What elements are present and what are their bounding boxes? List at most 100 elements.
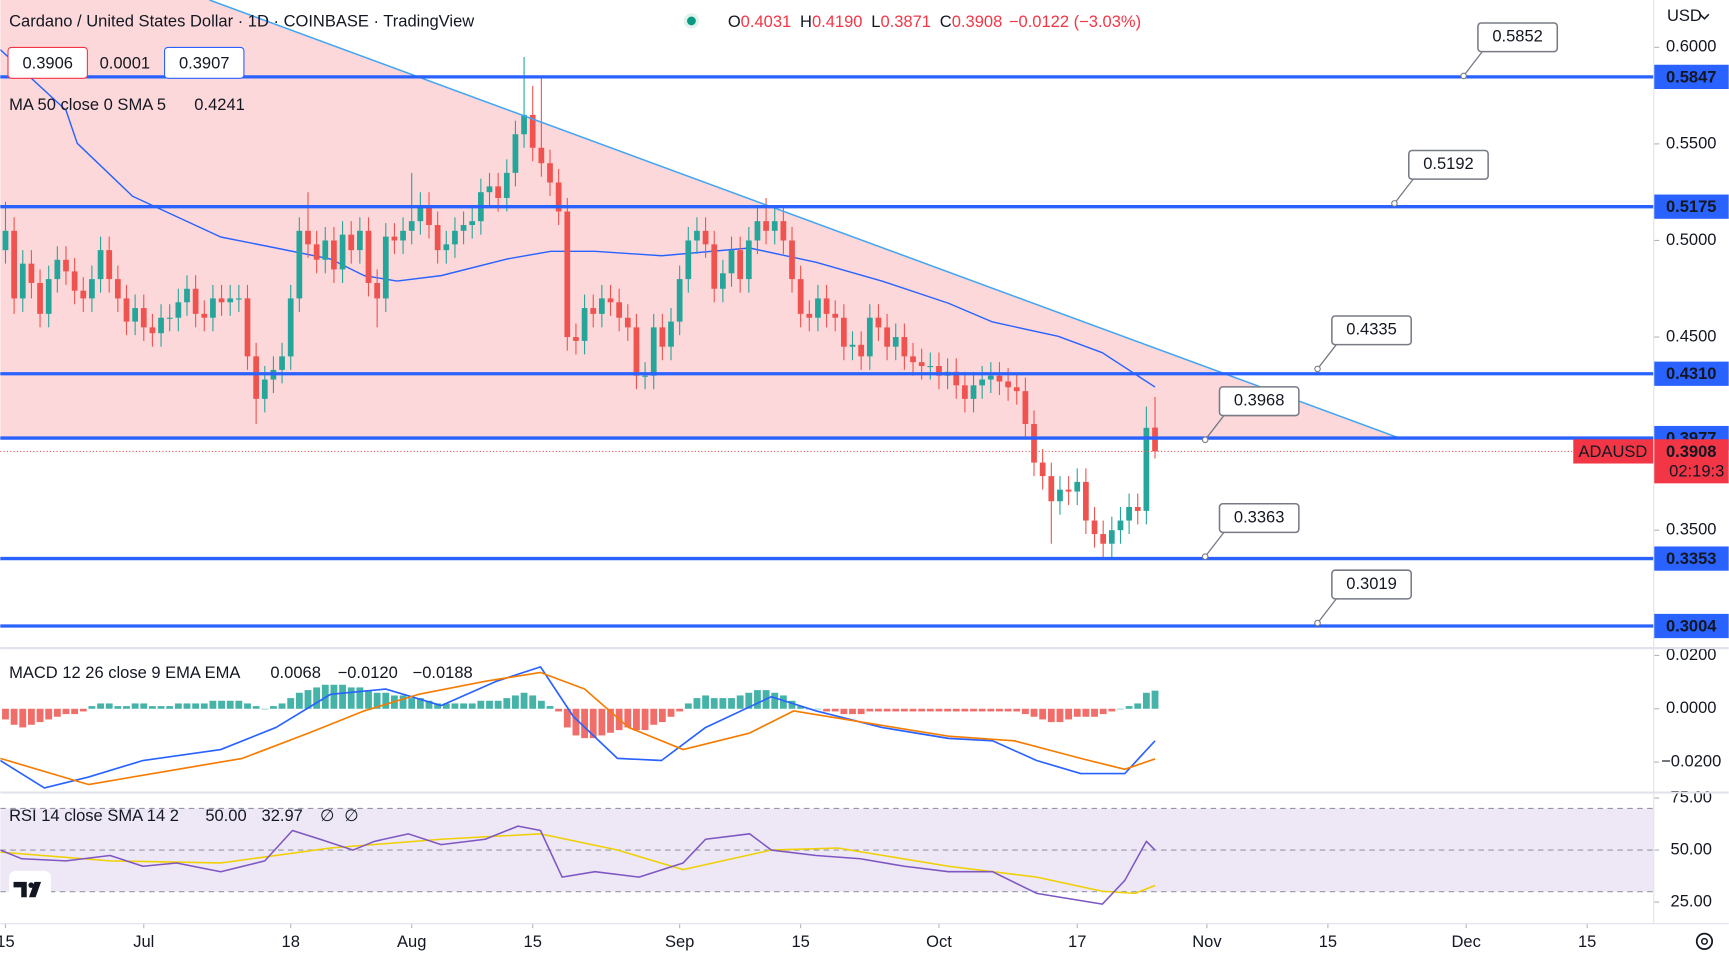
callout-anchor: [1391, 200, 1398, 207]
histogram-bar: [736, 695, 744, 709]
bid: 0.3906: [22, 53, 73, 72]
candle-body: [11, 230, 17, 299]
histogram-bar: [546, 706, 554, 709]
histogram-bar: [45, 708, 53, 720]
callout-box: [1408, 149, 1489, 180]
candle-body: [598, 298, 605, 314]
ask: 0.3907: [179, 53, 230, 72]
callout-leader: [1204, 532, 1225, 558]
candle-body: [918, 362, 925, 367]
candle-body: [564, 211, 571, 338]
y-tick-label: 75.00: [1671, 787, 1712, 806]
candle-body: [1065, 489, 1072, 492]
candle-body: [244, 298, 251, 357]
histogram-bar: [97, 703, 104, 709]
callout-label: 0.3968: [1234, 391, 1285, 410]
histogram-bar: [1047, 708, 1055, 723]
histogram-bar: [529, 695, 537, 709]
histogram-bar: [1021, 708, 1029, 715]
histogram-bar: [1091, 708, 1098, 717]
candle-body: [987, 375, 994, 380]
histogram-bar: [62, 708, 70, 715]
candle-body: [158, 317, 164, 334]
candle-body: [771, 221, 778, 231]
y-tick-label: 0.4500: [1666, 326, 1717, 345]
histogram-bar: [633, 708, 640, 731]
candle-body: [858, 344, 865, 357]
histogram-bar: [131, 703, 139, 709]
candle-body: [1091, 520, 1098, 535]
x-tick-label: 15: [791, 932, 809, 951]
candle-body: [668, 321, 674, 347]
candle-body: [529, 114, 536, 148]
candle-body: [495, 186, 502, 198]
callout-box: [1331, 569, 1412, 600]
candle-body: [685, 240, 692, 280]
candle-body: [469, 221, 476, 226]
macd-line: [0, 666, 1156, 789]
candle-body: [1013, 387, 1020, 392]
candle-body: [1039, 462, 1046, 477]
histogram-bar: [416, 698, 424, 709]
candle-body: [114, 279, 121, 299]
histogram-bar: [788, 700, 796, 709]
countdown: 02:19:3: [1669, 462, 1724, 481]
histogram-bar: [1030, 708, 1038, 717]
histogram-bar: [330, 684, 338, 709]
candle-body: [210, 298, 216, 318]
rsi-line: [0, 833, 1156, 895]
x-tick-label: 15: [524, 932, 542, 951]
y-tick-label: 0.5000: [1666, 230, 1717, 249]
x-tick-label: Aug: [397, 932, 426, 951]
candle-body: [728, 250, 735, 274]
histogram-bar: [494, 700, 502, 709]
tv-logo[interactable]: [9, 870, 52, 904]
histogram-bar: [840, 708, 848, 715]
callout-leader: [1317, 344, 1337, 370]
x-tick-label: 18: [282, 932, 300, 951]
currency-dropdown-arrow[interactable]: [1699, 13, 1710, 20]
candle-body: [460, 225, 467, 231]
level-label: 0.5175: [1666, 197, 1717, 216]
ohlc-key: H: [800, 13, 812, 32]
candle-body: [417, 205, 424, 222]
candle-body: [642, 375, 648, 377]
candle-body: [279, 356, 285, 370]
ohlc-key: O: [728, 13, 741, 32]
histogram-bar: [693, 698, 701, 709]
candle-body: [89, 279, 95, 299]
candle-body: [434, 225, 441, 251]
histogram-bar: [226, 700, 234, 709]
histogram-bar: [676, 708, 684, 712]
histogram-bar: [1039, 708, 1047, 720]
histogram-bar: [719, 698, 727, 709]
candle-body: [936, 366, 942, 376]
histogram-bar: [442, 703, 450, 709]
ohlc-key: C: [940, 13, 952, 32]
histogram-bar: [140, 703, 148, 709]
candle-body: [547, 163, 553, 183]
x-tick-label: Dec: [1452, 932, 1481, 951]
x-tick-label: Nov: [1192, 932, 1222, 951]
histogram-bar: [581, 708, 588, 739]
histogram-bar: [555, 708, 563, 712]
histogram-bar: [105, 703, 113, 709]
y-tick-label: 0.6000: [1666, 37, 1717, 56]
legend-value: 0.4241: [194, 95, 245, 114]
histogram-bar: [123, 706, 130, 709]
legend-value: −0.0120: [338, 663, 398, 682]
candle-body: [650, 327, 657, 376]
legend-value: 0.0068: [270, 663, 321, 682]
moving-average: [0, 49, 1156, 388]
callout-anchor: [1314, 619, 1321, 627]
y-tick-label: −0.0200: [1661, 751, 1721, 770]
settings-gear[interactable]: [1695, 932, 1714, 950]
rsi-line: [0, 825, 1156, 905]
histogram-bar: [1013, 708, 1021, 712]
histogram-bar: [875, 708, 882, 712]
histogram-bar: [468, 703, 476, 709]
candle-body: [979, 379, 986, 386]
candle-body: [356, 230, 363, 251]
histogram-bar: [667, 708, 675, 717]
